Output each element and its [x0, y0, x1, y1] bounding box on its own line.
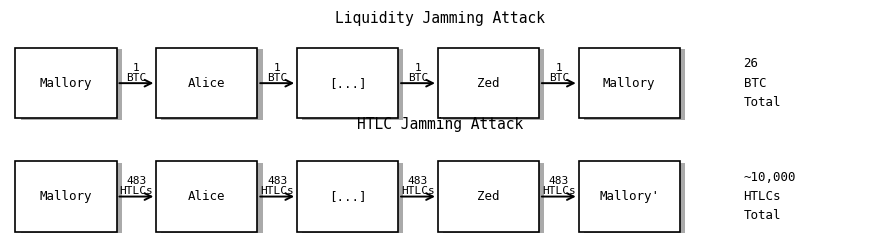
FancyBboxPatch shape: [157, 161, 258, 232]
FancyBboxPatch shape: [157, 48, 258, 118]
FancyBboxPatch shape: [579, 48, 680, 118]
Text: 483: 483: [267, 176, 288, 186]
Text: 483: 483: [407, 176, 429, 186]
Text: BTC: BTC: [744, 77, 766, 90]
FancyBboxPatch shape: [584, 163, 685, 233]
FancyBboxPatch shape: [20, 49, 121, 120]
FancyBboxPatch shape: [444, 163, 544, 233]
FancyBboxPatch shape: [584, 49, 685, 120]
Text: HTLCs: HTLCs: [401, 186, 435, 196]
Text: Mallory: Mallory: [40, 77, 92, 90]
FancyBboxPatch shape: [162, 163, 262, 233]
Text: BTC: BTC: [126, 73, 147, 83]
Text: 1: 1: [555, 62, 562, 73]
Text: HTLCs: HTLCs: [542, 186, 576, 196]
FancyBboxPatch shape: [438, 161, 539, 232]
Text: BTC: BTC: [267, 73, 288, 83]
Text: Alice: Alice: [188, 190, 225, 203]
FancyBboxPatch shape: [444, 49, 544, 120]
Text: HTLCs: HTLCs: [120, 186, 153, 196]
FancyBboxPatch shape: [303, 163, 404, 233]
Text: 1: 1: [274, 62, 281, 73]
FancyBboxPatch shape: [438, 48, 539, 118]
Text: Zed: Zed: [477, 190, 500, 203]
Text: [...]: [...]: [329, 190, 366, 203]
Text: HTLCs: HTLCs: [260, 186, 294, 196]
Text: Total: Total: [744, 96, 781, 109]
Text: Total: Total: [744, 209, 781, 223]
Text: 1: 1: [133, 62, 140, 73]
Text: 1: 1: [414, 62, 422, 73]
Text: Liquidity Jamming Attack: Liquidity Jamming Attack: [335, 11, 545, 26]
Text: Mallory': Mallory': [599, 190, 659, 203]
Text: ~10,000: ~10,000: [744, 171, 796, 184]
Text: Alice: Alice: [188, 77, 225, 90]
Text: [...]: [...]: [329, 77, 366, 90]
FancyBboxPatch shape: [297, 48, 398, 118]
FancyBboxPatch shape: [297, 161, 398, 232]
Text: Mallory: Mallory: [603, 77, 656, 90]
Text: Mallory: Mallory: [40, 190, 92, 203]
FancyBboxPatch shape: [303, 49, 404, 120]
Text: 483: 483: [548, 176, 569, 186]
FancyBboxPatch shape: [579, 161, 680, 232]
Text: 26: 26: [744, 57, 759, 70]
Text: BTC: BTC: [407, 73, 429, 83]
Text: HTLC Jamming Attack: HTLC Jamming Attack: [357, 117, 523, 132]
Text: Zed: Zed: [477, 77, 500, 90]
FancyBboxPatch shape: [162, 49, 262, 120]
Text: 483: 483: [126, 176, 147, 186]
Text: HTLCs: HTLCs: [744, 190, 781, 203]
FancyBboxPatch shape: [15, 48, 116, 118]
FancyBboxPatch shape: [20, 163, 121, 233]
Text: BTC: BTC: [548, 73, 569, 83]
FancyBboxPatch shape: [15, 161, 116, 232]
